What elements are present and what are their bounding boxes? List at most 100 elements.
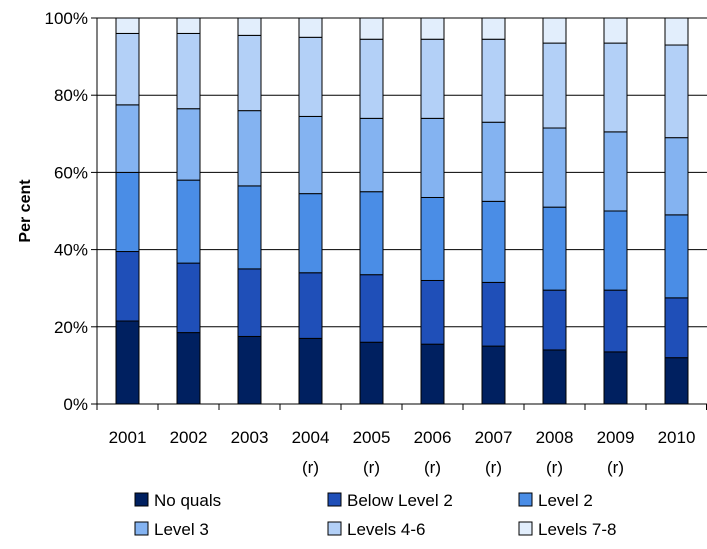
bar-segment [237, 17, 262, 36]
bar-segment [664, 44, 689, 139]
x-tick-label: 2010 [658, 428, 696, 447]
x-tick-label: 2003 [231, 428, 269, 447]
bar-segment [298, 337, 323, 405]
bar-segment [603, 289, 628, 353]
x-tick-label: (r) [363, 458, 380, 477]
bar-segment [542, 289, 567, 351]
legend-swatch [518, 492, 533, 507]
legend-label: Level 3 [154, 520, 209, 539]
bar-segment [298, 115, 323, 195]
bar-segment [603, 17, 628, 44]
legend-label: No quals [154, 491, 221, 510]
bar-segment [420, 279, 445, 345]
x-tick-label: (r) [546, 458, 563, 477]
bars [115, 17, 689, 405]
bar-segment [420, 196, 445, 281]
bar-segment [176, 108, 201, 181]
bar-segment [237, 335, 262, 405]
legend: No quals Below Level 2 Level 2 Level 3 Level… [134, 491, 616, 539]
x-tick-label: 2004 [292, 428, 330, 447]
bar-segment [237, 110, 262, 187]
bar-segment [176, 262, 201, 334]
bar-segment [359, 191, 384, 276]
bar-segment [664, 137, 689, 216]
y-tick-label: 80% [54, 86, 88, 105]
bar-segment [420, 117, 445, 198]
bar-segment [237, 185, 262, 270]
legend-swatch [327, 521, 342, 536]
bar-segment [542, 206, 567, 291]
x-tick-label: 2008 [536, 428, 574, 447]
legend-swatch [518, 521, 533, 536]
bar-segment [359, 341, 384, 405]
bar-segment [542, 349, 567, 405]
bar-segment [664, 214, 689, 299]
bar-segment [603, 42, 628, 133]
bar-segment [176, 179, 201, 264]
legend-label: Below Level 2 [347, 491, 453, 510]
bar-segment [237, 268, 262, 337]
x-tick-label: 2007 [475, 428, 513, 447]
bar-segment [603, 351, 628, 405]
x-tick-label: 2009 [597, 428, 635, 447]
y-tick-label: 0% [63, 395, 88, 414]
bar-segment [298, 36, 323, 117]
x-tick-label: (r) [485, 458, 502, 477]
bar-segment [115, 171, 140, 253]
bar-segment [481, 17, 506, 40]
bar-segment [359, 274, 384, 343]
legend-label: Levels 7-8 [538, 520, 616, 539]
bar-segment [359, 17, 384, 40]
bar-segment [298, 17, 323, 38]
bar-segment [542, 17, 567, 44]
y-axis-label: Per cent [17, 179, 34, 243]
bar-segment [176, 32, 201, 110]
x-tick-label: 2006 [414, 428, 452, 447]
legend-swatch [327, 492, 342, 507]
bar-segment [481, 200, 506, 283]
x-tick-label: 2002 [170, 428, 208, 447]
y-tick-label: 60% [54, 163, 88, 182]
bar-segment [481, 38, 506, 123]
bar-segment [481, 345, 506, 405]
bar-segment [359, 117, 384, 193]
legend-label: Levels 4-6 [347, 520, 425, 539]
bar-segment [115, 17, 140, 34]
bar-segment [298, 193, 323, 274]
bar-segment [115, 104, 140, 173]
y-tick-label: 100% [45, 9, 88, 28]
bar-segment [420, 38, 445, 119]
bar-segment [664, 17, 689, 46]
x-tick-label: 2001 [109, 428, 147, 447]
bar-segment [420, 17, 445, 40]
y-tick-label: 40% [54, 241, 88, 260]
x-tick-label: (r) [607, 458, 624, 477]
bar-segment [298, 272, 323, 339]
bar-segment [542, 42, 567, 129]
bar-segment [481, 281, 506, 347]
legend-label: Level 2 [538, 491, 593, 510]
bar-segment [176, 332, 201, 405]
bar-segment [542, 127, 567, 208]
axes [91, 17, 707, 410]
bar-segment [481, 121, 506, 202]
bar-segment [664, 357, 689, 405]
x-tick-label: (r) [302, 458, 319, 477]
x-tick-labels: 2001 2002 2003 2004 (r) 2005 (r) 2006 (r) 2007 (r)… [109, 428, 696, 477]
bar-segment [359, 38, 384, 119]
y-tick-labels: 0% 20% 40% 60% 80% 100% [45, 9, 88, 414]
x-tick-label: (r) [424, 458, 441, 477]
bar-segment [115, 32, 140, 106]
y-tick-label: 20% [54, 318, 88, 337]
bar-segment [603, 131, 628, 212]
bar-segment [603, 210, 628, 291]
legend-swatch [134, 521, 149, 536]
bar-segment [664, 297, 689, 359]
bar-segment [237, 34, 262, 112]
legend-swatch [134, 492, 149, 507]
bar-segment [115, 251, 140, 322]
bar-segment [176, 17, 201, 34]
x-tick-label: 2005 [353, 428, 391, 447]
